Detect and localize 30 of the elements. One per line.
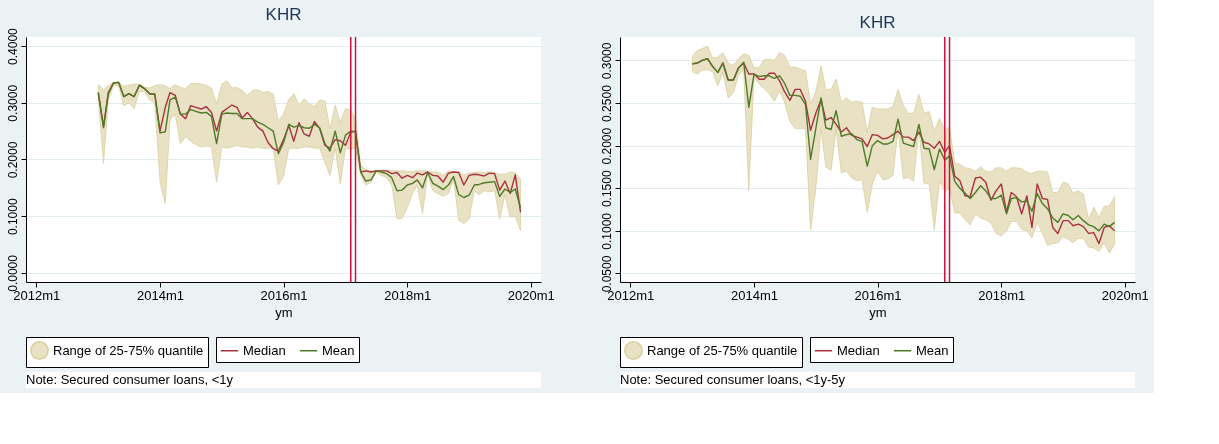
legend-label: Range of 25-75% quantile — [53, 342, 204, 358]
y-tick-label: 0.1500 — [599, 170, 614, 208]
x-axis-title: ym — [869, 304, 887, 320]
text: Note: Secured consumer loans, <1y — [26, 372, 234, 387]
legend-label: Mean — [322, 342, 355, 358]
x-tick-label: 2020m1 — [507, 287, 555, 303]
chart-title: KHR — [859, 13, 896, 33]
x-tick-label: 2014m1 — [731, 287, 779, 303]
legend-label: Median — [243, 342, 286, 358]
text: Note: Secured consumer loans, <1y-5y — [620, 372, 846, 387]
y-tick-label: 0.2500 — [599, 84, 614, 122]
y-tick-label: 0.2000 — [599, 127, 614, 165]
legend-label: Median — [837, 342, 880, 358]
legend-label: Mean — [916, 342, 949, 358]
x-tick-label: 2014m1 — [137, 287, 185, 303]
x-tick-label: 2016m1 — [854, 287, 902, 303]
chart-title: KHR — [265, 4, 302, 24]
y-tick-label: 0.2000 — [5, 141, 20, 179]
legend-label: Range of 25-75% quantile — [647, 342, 798, 358]
y-tick-label: 0.4000 — [5, 27, 20, 65]
x-tick-label: 2020m1 — [1101, 287, 1149, 303]
y-tick-label: 0.1000 — [5, 198, 20, 236]
y-tick-label: 0.0000 — [5, 254, 20, 292]
x-tick-label: 2018m1 — [384, 287, 432, 303]
x-tick-label: 2018m1 — [978, 287, 1026, 303]
x-tick-label: 2016m1 — [260, 287, 308, 303]
y-tick-label: 0.3000 — [5, 84, 20, 122]
y-tick-label: 0.1000 — [599, 212, 614, 250]
x-axis-title: ym — [275, 304, 293, 320]
y-tick-label: 0.3000 — [599, 42, 614, 80]
